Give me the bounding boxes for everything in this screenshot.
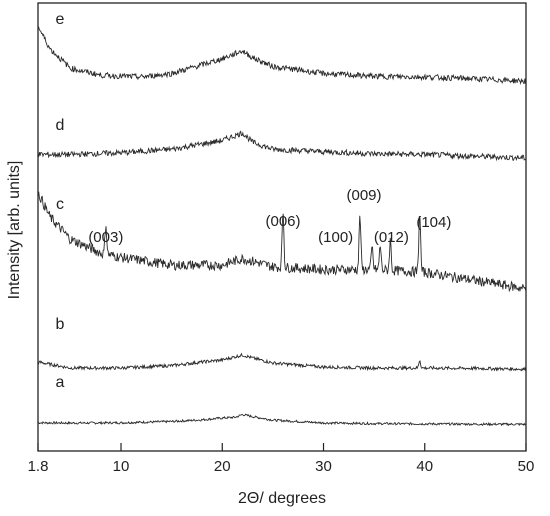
peak-annotation: (012): [374, 229, 409, 246]
series-label-e: e: [56, 11, 65, 28]
peak-annotation: (003): [88, 229, 123, 246]
x-tick-label: 10: [113, 458, 130, 475]
annotation-layer: (003) (006) (100) (009) (012) (104): [88, 187, 451, 246]
series-line-b: [37, 352, 527, 372]
series-line-e: [37, 26, 527, 85]
peak-annotation: (104): [416, 214, 451, 231]
x-tick-label: 1.8: [28, 458, 49, 475]
series-label-d: d: [56, 117, 65, 134]
x-axis-label: 2Θ/ degrees: [238, 490, 326, 507]
x-tick-label: 20: [214, 458, 231, 475]
series-line-a: [37, 413, 526, 427]
x-tick-label: 50: [518, 458, 535, 475]
peak-annotation: (006): [265, 213, 300, 230]
peak-annotation: (009): [346, 187, 381, 204]
series-label-a: a: [56, 374, 65, 391]
series-line-d: [37, 130, 526, 162]
tick-layer: 1.8 10 20 30 40 50: [28, 443, 535, 475]
series-label-b: b: [56, 316, 65, 333]
series-label-c: c: [56, 196, 64, 213]
x-tick-label: 30: [315, 458, 332, 475]
peak-annotation: (100): [318, 229, 353, 246]
series-line-c: [37, 191, 527, 293]
series-layer: [37, 26, 527, 427]
series-labels: a b c d e: [56, 11, 65, 391]
y-axis-label: Intensity [arb. units]: [6, 161, 23, 300]
plot-frame: [37, 2, 527, 452]
x-tick-label: 40: [416, 458, 433, 475]
